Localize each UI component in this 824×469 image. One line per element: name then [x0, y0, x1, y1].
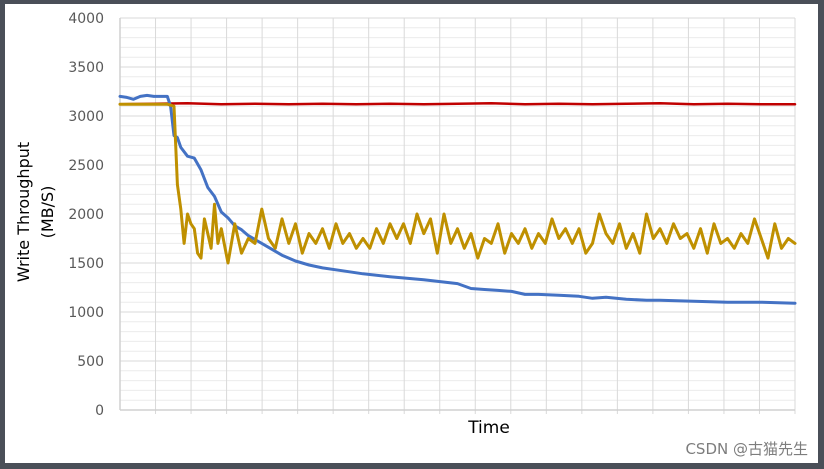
y-tick-label: 2000 — [68, 207, 104, 223]
x-axis-label: Time — [467, 418, 510, 438]
y-tick-label: 1000 — [68, 305, 104, 321]
y-axis-label-line1: Write Throughput — [14, 142, 33, 282]
watermark: CSDN @古猫先生 — [685, 440, 808, 458]
vertical-gridlines — [155, 18, 796, 414]
y-tick-label: 0 — [95, 403, 104, 419]
y-tick-label: 3500 — [68, 60, 104, 76]
series-line-gold-noisy — [118, 102, 797, 265]
data-series — [118, 93, 797, 305]
y-tick-labels: 0 500 1000 1500 2000 2500 3000 3500 4000 — [68, 11, 104, 419]
y-tick-label: 1500 — [68, 256, 104, 272]
y-tick-label: 2500 — [68, 158, 104, 174]
y-tick-label: 3000 — [68, 109, 104, 125]
major-gridlines — [120, 17, 795, 362]
series-line-red-steady — [118, 102, 797, 106]
y-tick-label: 500 — [77, 354, 104, 370]
series-line-blue-decay — [118, 93, 797, 305]
y-tick-label: 4000 — [68, 11, 104, 27]
y-axis-label-line2: (MB/S) — [38, 186, 57, 239]
